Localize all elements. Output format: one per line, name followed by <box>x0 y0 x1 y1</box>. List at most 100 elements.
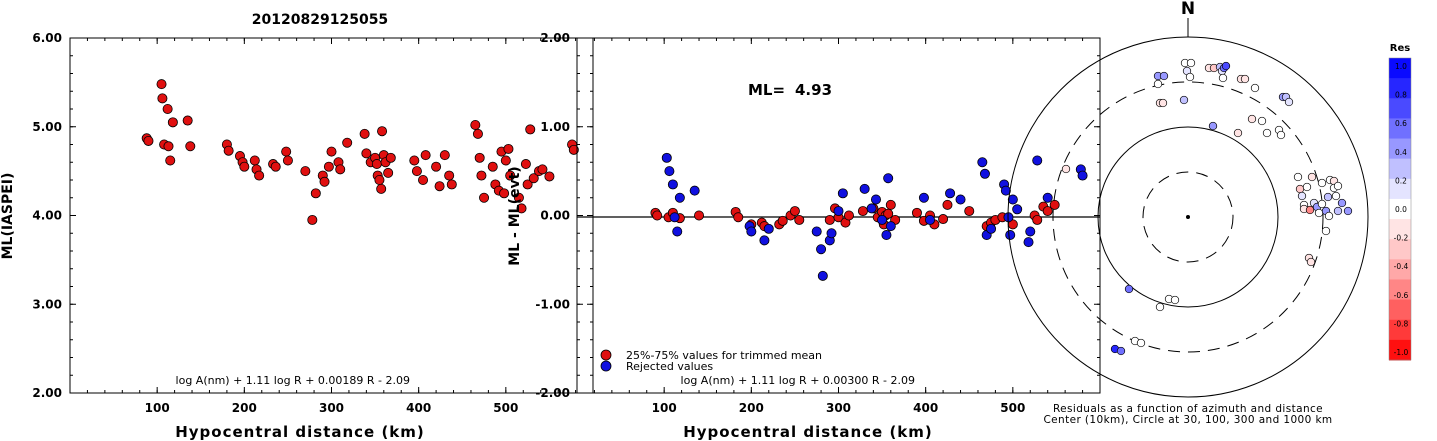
colorbar-tick-label: -0.8 <box>1394 319 1409 328</box>
colorbar-swatch <box>1389 98 1411 119</box>
data-point <box>1042 206 1053 217</box>
residual-point <box>1208 121 1218 131</box>
residual-point <box>1293 172 1303 182</box>
data-point-rejected <box>1000 185 1011 196</box>
colorbar-swatch <box>1389 279 1411 301</box>
residual-point <box>1233 128 1243 138</box>
residual-point <box>1314 208 1324 218</box>
colorbar-swatches <box>1388 57 1412 361</box>
colorbar-tick-label: 0.4 <box>1395 148 1407 157</box>
data-point <box>342 137 353 148</box>
data-point-rejected <box>763 223 774 234</box>
residual-point <box>1158 98 1168 108</box>
data-point <box>522 179 533 190</box>
legend-label-rejected: Rejected values <box>626 360 713 373</box>
y-tick-label: 3.00 <box>32 297 62 311</box>
formula-annotation: log A(nm) + 1.11 log R + 0.00189 R - 2.0… <box>176 374 410 387</box>
residual-point <box>1276 130 1286 140</box>
residual-point <box>1333 206 1343 216</box>
data-point <box>310 188 321 199</box>
data-point <box>157 93 168 104</box>
colorbar-swatch <box>1389 339 1411 361</box>
data-point-rejected <box>955 194 966 205</box>
data-point <box>499 188 510 199</box>
x-tick-label: 200 <box>232 401 257 415</box>
data-point-rejected <box>816 244 827 255</box>
data-point <box>472 128 483 139</box>
residual-point <box>1324 211 1334 221</box>
data-point-rejected <box>859 183 870 194</box>
x-tick-label: 400 <box>406 401 431 415</box>
colorbar-swatch <box>1389 319 1411 341</box>
x-tick-label: 200 <box>739 401 764 415</box>
data-point <box>525 124 536 135</box>
data-point <box>503 143 514 154</box>
data-point <box>376 183 387 194</box>
ml-value: 4.93 <box>795 81 832 99</box>
data-point <box>270 161 281 172</box>
data-point <box>165 155 176 166</box>
data-point <box>794 214 805 225</box>
x-tick-labels: 100 200 300 400 500 <box>69 38 594 415</box>
data-point <box>733 212 744 223</box>
data-point <box>307 214 318 225</box>
colorbar-tick-label: 0.6 <box>1395 119 1407 128</box>
x-axis-label: Hypocentral distance (km) <box>683 423 933 441</box>
data-point-rejected <box>877 214 888 225</box>
data-point <box>167 117 178 128</box>
data-point <box>418 174 429 185</box>
x-tick-label: 100 <box>652 401 677 415</box>
data-point-rejected <box>661 152 672 163</box>
residual-point <box>1179 95 1189 105</box>
residual-point <box>1257 116 1267 126</box>
residual-point <box>1124 284 1134 294</box>
data-point <box>323 161 334 172</box>
data-point <box>374 174 385 185</box>
residual-point <box>1153 79 1163 89</box>
legend-marker-rejected <box>600 360 612 372</box>
data-point-rejected <box>945 188 956 199</box>
data-point <box>439 150 450 161</box>
legend-label-trimmed: 25%-75% values for trimmed mean <box>626 349 822 362</box>
data-point <box>544 171 555 182</box>
data-point-rejected <box>672 226 683 237</box>
colorbar-swatch <box>1389 78 1411 99</box>
data-point-rejected <box>1042 192 1053 203</box>
circle-100km <box>1097 126 1279 308</box>
colorbar-tick-label: 0.0 <box>1395 205 1407 214</box>
residual-point <box>1307 172 1317 182</box>
x-tick-label: 300 <box>319 401 344 415</box>
data-point <box>1032 214 1043 225</box>
data-point-rejected <box>833 206 844 217</box>
polar-caption-line2: Center (10km), Circle at 30, 100, 300 an… <box>1043 414 1332 426</box>
data-point <box>444 170 455 181</box>
residual-point <box>1305 205 1315 215</box>
colorbar-tick-label: 1.0 <box>1395 62 1407 71</box>
data-point <box>568 144 579 155</box>
data-point-rejected <box>1023 237 1034 248</box>
data-point-rejected <box>674 192 685 203</box>
data-point <box>185 141 196 152</box>
data-point <box>249 155 260 166</box>
residual-point <box>1333 181 1343 191</box>
data-point <box>282 155 293 166</box>
colorbar-tick-label: -0.2 <box>1394 234 1409 243</box>
y-tick-labels: 2.00 3.00 4.00 5.00 6.00 <box>32 31 593 400</box>
data-point <box>857 206 868 217</box>
legend: 25%-75% values for trimmed mean Rejected… <box>600 349 822 373</box>
colorbar-tick-label: 0.8 <box>1395 91 1407 100</box>
center-dot <box>1186 215 1190 219</box>
data-point-rejected <box>1077 170 1088 181</box>
data-point-rejected <box>885 221 896 232</box>
residual-point <box>1262 128 1272 138</box>
data-point <box>446 179 457 190</box>
colorbar-frame <box>1388 57 1412 361</box>
residual-point <box>1186 58 1196 68</box>
residual-point <box>1170 295 1180 305</box>
colorbar: Res 1.0 0.8 0.6 0.4 0.2 0.0 -0.2 -0.4 -0.6 -0.8 -1… <box>1388 43 1412 361</box>
colorbar-swatch <box>1389 58 1411 79</box>
data-point <box>371 159 382 170</box>
data-point <box>335 164 346 175</box>
data-point-rejected <box>837 188 848 199</box>
colorbar-title: Res <box>1390 43 1410 54</box>
